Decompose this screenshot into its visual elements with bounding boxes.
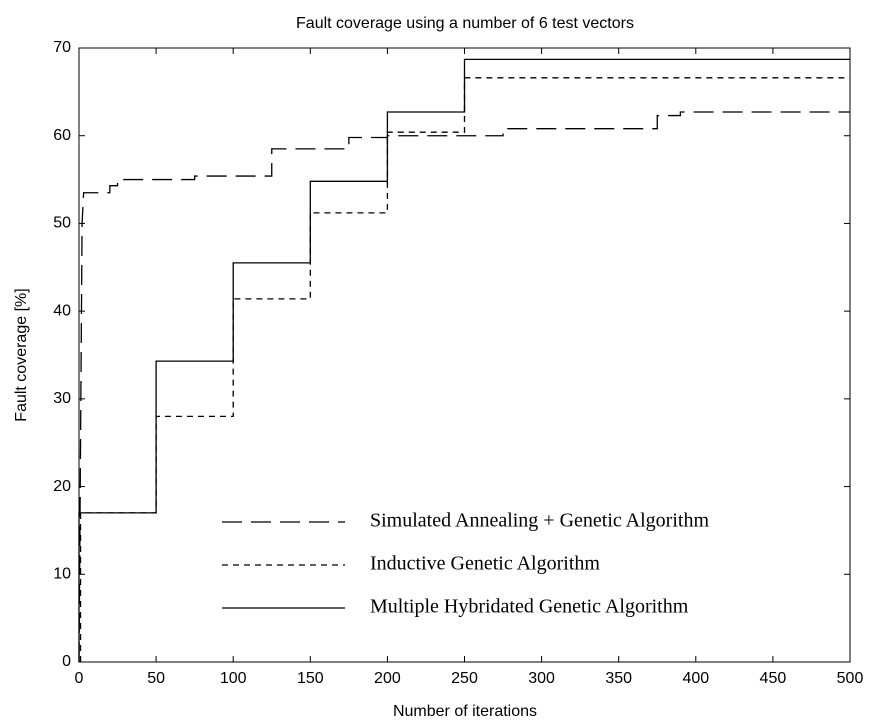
series-line: [78, 58, 850, 662]
chart-title: Fault coverage using a number of 6 test …: [296, 15, 634, 32]
x-tick-label: 400: [682, 670, 709, 687]
series-line: [78, 111, 850, 663]
y-tick-label: 60: [53, 127, 71, 144]
x-tick-label: 200: [374, 670, 401, 687]
legend-label: Simulated Annealing + Genetic Algorithm: [370, 510, 709, 532]
x-tick-label: 50: [147, 670, 165, 687]
x-tick-label: 250: [451, 670, 478, 687]
x-tick-label: 500: [837, 670, 864, 687]
y-tick-label: 40: [53, 302, 71, 319]
legend-label: Multiple Hybridated Genetic Algorithm: [370, 596, 689, 618]
y-tick-label: 30: [53, 390, 71, 407]
x-tick-label: 0: [75, 670, 84, 687]
x-axis-label: Number of iterations: [393, 703, 537, 720]
x-tick-label: 100: [220, 670, 247, 687]
x-tick-label: 450: [760, 670, 787, 687]
y-axis-label: Fault coverage [%]: [13, 288, 30, 421]
y-tick-label: 10: [53, 566, 71, 583]
legend-label: Inductive Genetic Algorithm: [370, 553, 600, 575]
y-tick-label: 70: [53, 39, 71, 56]
y-tick-label: 0: [62, 653, 71, 670]
y-tick-label: 20: [53, 478, 71, 495]
x-tick-label: 300: [528, 670, 555, 687]
x-tick-label: 350: [605, 670, 632, 687]
x-tick-label: 150: [297, 670, 324, 687]
y-tick-label: 50: [53, 215, 71, 232]
